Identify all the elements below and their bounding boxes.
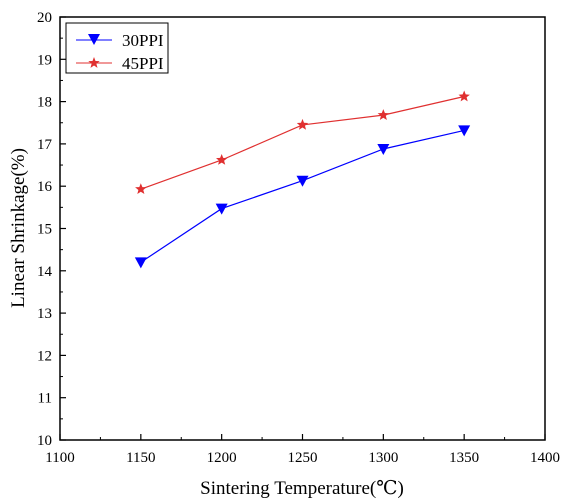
y-tick-label: 14 [37,264,53,280]
x-tick-label: 1200 [207,450,237,466]
x-axis-title: Sintering Temperature(℃) [200,478,404,499]
data-point-30ppi [215,203,228,215]
x-tick-label: 1350 [449,450,479,466]
y-tick-label: 12 [37,348,52,364]
x-axis-ticks: 1100 1150 1200 1250 1300 1350 1400 [45,434,560,466]
legend-label-30ppi: 30PPI [122,31,164,50]
y-tick-label: 17 [37,137,53,153]
legend-box [65,22,169,74]
y-tick-label: 16 [37,179,53,195]
x-tick-label: 1400 [530,450,560,466]
data-point-30ppi [296,175,309,187]
y-tick-label: 15 [37,222,52,238]
y-tick-label: 11 [38,391,52,407]
data-point-45ppi [135,183,147,194]
series-line-30ppi [140,129,465,263]
y-tick-label: 13 [37,306,52,322]
legend-label-45ppi: 45PPI [122,54,164,73]
data-point-45ppi [458,90,470,102]
series-line-45ppi [140,95,465,190]
data-point-30ppi [377,143,390,155]
data-point-30ppi [458,125,471,137]
y-axis-ticks: 10 11 12 13 14 15 16 17 18 19 20 [37,10,66,449]
x-tick-label: 1300 [368,450,398,466]
x-tick-label: 1150 [126,450,155,466]
data-point-45ppi [377,109,389,120]
plot-area-frame [59,16,546,441]
legend-marker-45ppi [88,57,100,68]
x-tick-label: 1250 [288,450,318,466]
y-axis-title: Linear Shrinkage(%) [8,148,29,308]
legend: 30PPI 45PPI [65,22,169,74]
x-tick-label: 1100 [45,450,74,466]
data-point-45ppi [216,154,228,165]
y-tick-label: 10 [37,433,52,449]
data-point-30ppi [134,257,147,269]
y-tick-label: 18 [37,95,52,111]
y-tick-label: 19 [37,52,52,68]
series-layer [134,90,471,269]
legend-marker-30ppi [88,34,100,45]
y-tick-label: 20 [37,10,52,26]
data-point-45ppi [296,118,309,130]
